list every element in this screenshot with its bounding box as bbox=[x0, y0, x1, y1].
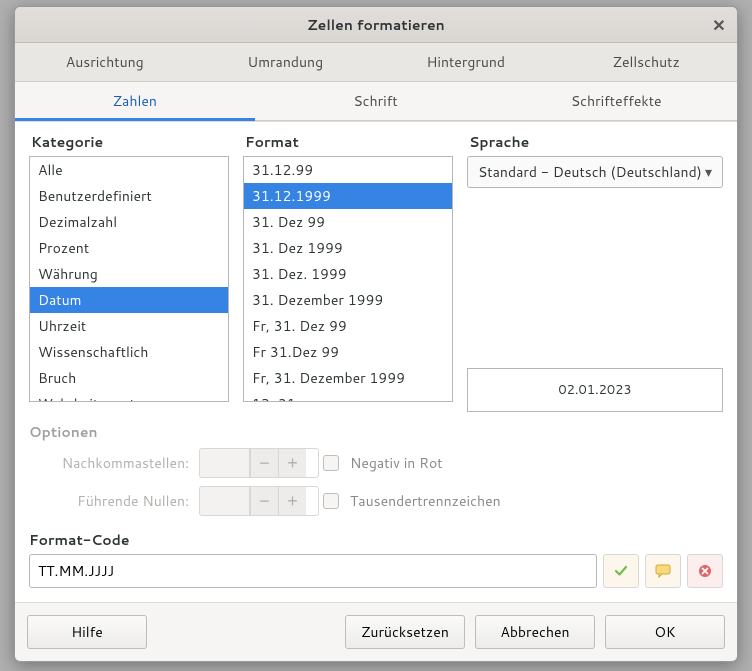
leading-zeros-minus: − bbox=[250, 487, 278, 515]
category-item[interactable]: Dezimalzahl bbox=[30, 209, 228, 235]
dialog-window: Zellen formatieren ✕ Ausrichtung Umrandu… bbox=[14, 6, 738, 662]
label-category: Kategorie bbox=[29, 132, 229, 152]
edit-comment-button[interactable] bbox=[645, 554, 681, 588]
category-item[interactable]: Uhrzeit bbox=[30, 313, 228, 339]
format-item[interactable]: 31. Dez. 1999 bbox=[244, 261, 452, 287]
decimal-places-minus: − bbox=[250, 449, 278, 477]
label-language: Sprache bbox=[467, 132, 723, 152]
comment-icon bbox=[655, 564, 671, 578]
category-item[interactable]: Wissenschaftlich bbox=[30, 339, 228, 365]
tabs-row-primary: Zahlen Schrift Schrifteffekte bbox=[15, 82, 737, 121]
category-item[interactable]: Bruch bbox=[30, 365, 228, 391]
category-item[interactable]: Benutzerdefiniert bbox=[30, 183, 228, 209]
label-decimal-places: Nachkommastellen: bbox=[29, 453, 199, 473]
window-title: Zellen formatieren bbox=[307, 15, 444, 35]
format-item[interactable]: Fr, 31. Dezember 1999 bbox=[244, 365, 452, 391]
negative-red-input bbox=[323, 455, 339, 471]
format-item[interactable]: 31.12.1999 bbox=[244, 183, 452, 209]
label-format: Format bbox=[243, 132, 453, 152]
tab-ausrichtung[interactable]: Ausrichtung bbox=[15, 43, 196, 81]
thousands-sep-label: Tausendertrennzeichen bbox=[350, 491, 501, 511]
check-icon bbox=[614, 564, 628, 578]
tab-umrandung[interactable]: Umrandung bbox=[196, 43, 377, 81]
decimal-places-plus: + bbox=[278, 449, 306, 477]
label-format-code: Format-Code bbox=[29, 530, 723, 550]
tab-content: Kategorie AlleBenutzerdefiniertDezimalza… bbox=[15, 121, 737, 602]
format-item[interactable]: Fr 31.Dez 99 bbox=[244, 339, 452, 365]
tab-zahlen[interactable]: Zahlen bbox=[15, 82, 256, 120]
format-item[interactable]: 31. Dez 99 bbox=[244, 209, 452, 235]
chevron-down-icon: ▾ bbox=[705, 162, 712, 182]
delete-icon bbox=[698, 564, 712, 578]
category-item[interactable]: Alle bbox=[30, 157, 228, 183]
cancel-button[interactable]: Abbrechen bbox=[475, 615, 595, 649]
leading-zeros-stepper: − + bbox=[199, 486, 319, 516]
format-item[interactable]: 12-31 bbox=[244, 391, 452, 402]
format-code-input[interactable] bbox=[29, 554, 597, 588]
delete-format-button[interactable] bbox=[687, 554, 723, 588]
preview-value: 02.01.2023 bbox=[558, 381, 631, 399]
tab-hintergrund[interactable]: Hintergrund bbox=[376, 43, 557, 81]
category-item[interactable]: Prozent bbox=[30, 235, 228, 261]
category-item[interactable]: Währung bbox=[30, 261, 228, 287]
category-item[interactable]: Wahrheitswert bbox=[30, 391, 228, 402]
language-dropdown[interactable]: Standard - Deutsch (Deutschland) ▾ bbox=[467, 156, 723, 188]
dialog-footer: Hilfe Zurücksetzen Abbrechen OK bbox=[15, 602, 737, 661]
leading-zeros-value bbox=[200, 487, 250, 515]
apply-format-button[interactable] bbox=[603, 554, 639, 588]
format-item[interactable]: 31. Dez 1999 bbox=[244, 235, 452, 261]
thousands-sep-checkbox: Tausendertrennzeichen bbox=[319, 490, 723, 512]
decimal-places-value bbox=[200, 449, 250, 477]
format-item[interactable]: 31.12.99 bbox=[244, 157, 452, 183]
label-leading-zeros: Führende Nullen: bbox=[29, 491, 199, 511]
tab-schrifteffekte[interactable]: Schrifteffekte bbox=[496, 82, 737, 120]
format-item[interactable]: 31. Dezember 1999 bbox=[244, 287, 452, 313]
language-selected: Standard - Deutsch (Deutschland) bbox=[478, 162, 702, 182]
thousands-sep-input bbox=[323, 493, 339, 509]
category-list[interactable]: AlleBenutzerdefiniertDezimalzahlProzentW… bbox=[29, 156, 229, 402]
label-options: Optionen bbox=[29, 422, 723, 442]
help-button[interactable]: Hilfe bbox=[27, 615, 147, 649]
negative-red-checkbox: Negativ in Rot bbox=[319, 452, 723, 474]
format-item[interactable]: Fr, 31. Dez 99 bbox=[244, 313, 452, 339]
format-preview: 02.01.2023 bbox=[467, 368, 723, 412]
tab-zellschutz[interactable]: Zellschutz bbox=[557, 43, 738, 81]
tabs-row-secondary: Ausrichtung Umrandung Hintergrund Zellsc… bbox=[15, 43, 737, 82]
category-item[interactable]: Datum bbox=[30, 287, 228, 313]
titlebar: Zellen formatieren ✕ bbox=[15, 7, 737, 43]
decimal-places-stepper: − + bbox=[199, 448, 319, 478]
format-list[interactable]: 31.12.9931.12.199931. Dez 9931. Dez 1999… bbox=[243, 156, 453, 402]
tab-schrift[interactable]: Schrift bbox=[256, 82, 497, 120]
negative-red-label: Negativ in Rot bbox=[350, 453, 443, 473]
close-icon[interactable]: ✕ bbox=[709, 15, 729, 35]
ok-button[interactable]: OK bbox=[605, 615, 725, 649]
leading-zeros-plus: + bbox=[278, 487, 306, 515]
reset-button[interactable]: Zurücksetzen bbox=[345, 615, 465, 649]
